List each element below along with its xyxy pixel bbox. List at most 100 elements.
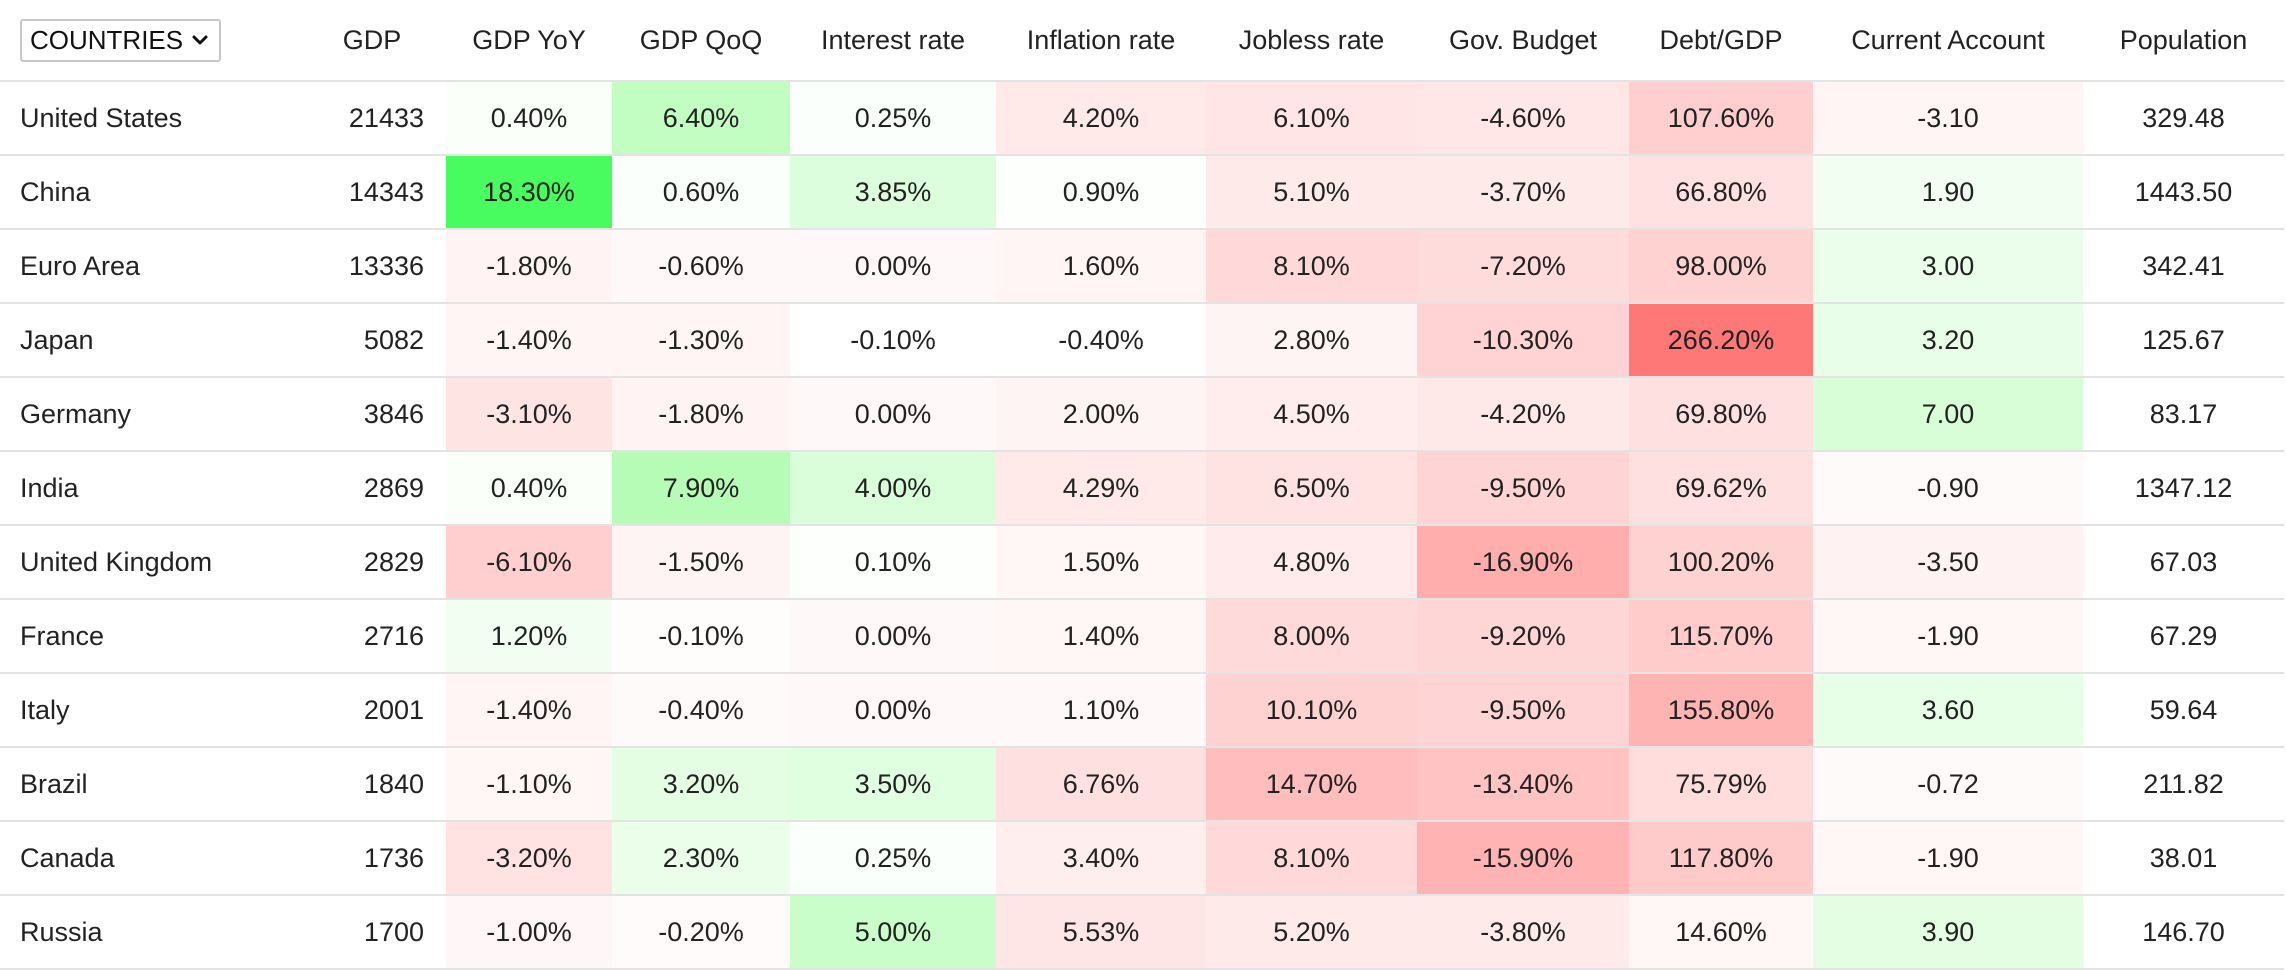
cell-population: 83.17 bbox=[2083, 377, 2284, 452]
header-jobless-rate[interactable]: Jobless rate bbox=[1206, 0, 1417, 82]
header-gdp[interactable]: GDP bbox=[298, 0, 446, 82]
cell-jobless-rate: 8.00% bbox=[1206, 599, 1417, 674]
cell-gdp: 2001 bbox=[298, 673, 446, 748]
cell-current-account: -3.50 bbox=[1813, 525, 2083, 600]
country-name-link[interactable]: United Kingdom bbox=[0, 525, 298, 600]
cell-population: 59.64 bbox=[2083, 673, 2284, 748]
cell-inflation-rate: -0.40% bbox=[996, 303, 1206, 378]
header-gdp-qoq[interactable]: GDP QoQ bbox=[612, 0, 790, 82]
cell-gdp: 1840 bbox=[298, 747, 446, 822]
countries-dropdown[interactable]: COUNTRIES bbox=[20, 18, 222, 62]
country-name-link[interactable]: Euro Area bbox=[0, 229, 298, 304]
cell-inflation-rate: 5.53% bbox=[996, 895, 1206, 970]
cell-jobless-rate: 6.10% bbox=[1206, 81, 1417, 156]
header-gdp-yoy[interactable]: GDP YoY bbox=[446, 0, 612, 82]
table-row: Japan 5082 -1.40% -1.30% -0.10% -0.40% 2.80% -1… bbox=[0, 303, 2284, 378]
country-name-link[interactable]: China bbox=[0, 155, 298, 230]
cell-population: 67.03 bbox=[2083, 525, 2284, 600]
cell-gov-budget: -13.40% bbox=[1417, 747, 1629, 822]
chevron-down-icon bbox=[192, 35, 208, 45]
table-row: France 2716 1.20% -0.10% 0.00% 1.40% 8.00% -9.2… bbox=[0, 599, 2284, 674]
cell-gdp-qoq: 7.90% bbox=[612, 451, 790, 526]
cell-inflation-rate: 1.60% bbox=[996, 229, 1206, 304]
cell-jobless-rate: 8.10% bbox=[1206, 821, 1417, 896]
cell-gov-budget: -4.60% bbox=[1417, 81, 1629, 156]
header-inflation-rate[interactable]: Inflation rate bbox=[996, 0, 1206, 82]
cell-debt-gdp: 155.80% bbox=[1629, 673, 1813, 748]
cell-gdp-yoy: -6.10% bbox=[446, 525, 612, 600]
cell-population: 125.67 bbox=[2083, 303, 2284, 378]
cell-debt-gdp: 117.80% bbox=[1629, 821, 1813, 896]
cell-jobless-rate: 5.20% bbox=[1206, 895, 1417, 970]
cell-inflation-rate: 4.29% bbox=[996, 451, 1206, 526]
header-population[interactable]: Population bbox=[2083, 0, 2284, 82]
cell-debt-gdp: 107.60% bbox=[1629, 81, 1813, 156]
cell-current-account: 7.00 bbox=[1813, 377, 2083, 452]
cell-gdp: 13336 bbox=[298, 229, 446, 304]
table-row: Russia 1700 -1.00% -0.20% 5.00% 5.53% 5.20% -3.… bbox=[0, 895, 2284, 970]
cell-jobless-rate: 2.80% bbox=[1206, 303, 1417, 378]
country-name-link[interactable]: Canada bbox=[0, 821, 298, 896]
cell-current-account: 1.90 bbox=[1813, 155, 2083, 230]
cell-gov-budget: -3.70% bbox=[1417, 155, 1629, 230]
cell-jobless-rate: 10.10% bbox=[1206, 673, 1417, 748]
header-interest-rate[interactable]: Interest rate bbox=[790, 0, 996, 82]
cell-current-account: 3.60 bbox=[1813, 673, 2083, 748]
cell-gdp: 1736 bbox=[298, 821, 446, 896]
country-name-link[interactable]: India bbox=[0, 451, 298, 526]
country-name-link[interactable]: Germany bbox=[0, 377, 298, 452]
cell-debt-gdp: 66.80% bbox=[1629, 155, 1813, 230]
cell-interest-rate: 0.25% bbox=[790, 81, 996, 156]
cell-inflation-rate: 1.10% bbox=[996, 673, 1206, 748]
country-name-link[interactable]: Russia bbox=[0, 895, 298, 970]
cell-gdp-qoq: -1.50% bbox=[612, 525, 790, 600]
country-name-link[interactable]: France bbox=[0, 599, 298, 674]
cell-gdp-qoq: 6.40% bbox=[612, 81, 790, 156]
cell-current-account: 3.00 bbox=[1813, 229, 2083, 304]
cell-debt-gdp: 69.62% bbox=[1629, 451, 1813, 526]
cell-gov-budget: -15.90% bbox=[1417, 821, 1629, 896]
cell-inflation-rate: 4.20% bbox=[996, 81, 1206, 156]
cell-population: 1347.12 bbox=[2083, 451, 2284, 526]
header-debt-gdp[interactable]: Debt/GDP bbox=[1629, 0, 1813, 82]
cell-gdp-yoy: -3.20% bbox=[446, 821, 612, 896]
cell-interest-rate: -0.10% bbox=[790, 303, 996, 378]
header-current-account[interactable]: Current Account bbox=[1813, 0, 2083, 82]
table-row: Euro Area 13336 -1.80% -0.60% 0.00% 1.60% 8.10… bbox=[0, 229, 2284, 304]
country-name-link[interactable]: Italy bbox=[0, 673, 298, 748]
cell-gdp-yoy: -3.10% bbox=[446, 377, 612, 452]
cell-gdp-qoq: -0.10% bbox=[612, 599, 790, 674]
cell-gdp: 2869 bbox=[298, 451, 446, 526]
cell-gov-budget: -16.90% bbox=[1417, 525, 1629, 600]
table-row: United States 21433 0.40% 6.40% 0.25% 4.20% 6.… bbox=[0, 81, 2284, 156]
cell-gov-budget: -3.80% bbox=[1417, 895, 1629, 970]
cell-gdp-qoq: 0.60% bbox=[612, 155, 790, 230]
cell-gdp-qoq: -1.30% bbox=[612, 303, 790, 378]
cell-current-account: 3.90 bbox=[1813, 895, 2083, 970]
cell-jobless-rate: 6.50% bbox=[1206, 451, 1417, 526]
cell-debt-gdp: 98.00% bbox=[1629, 229, 1813, 304]
cell-population: 38.01 bbox=[2083, 821, 2284, 896]
country-name-link[interactable]: Japan bbox=[0, 303, 298, 378]
cell-gdp-qoq: 2.30% bbox=[612, 821, 790, 896]
cell-gdp-qoq: -0.60% bbox=[612, 229, 790, 304]
cell-interest-rate: 0.10% bbox=[790, 525, 996, 600]
cell-gdp-yoy: 1.20% bbox=[446, 599, 612, 674]
header-gov-budget[interactable]: Gov. Budget bbox=[1417, 0, 1629, 82]
cell-interest-rate: 0.00% bbox=[790, 229, 996, 304]
cell-gdp: 5082 bbox=[298, 303, 446, 378]
table-row: United Kingdom 2829 -6.10% -1.50% 0.10% 1.50%… bbox=[0, 525, 2284, 600]
cell-inflation-rate: 2.00% bbox=[996, 377, 1206, 452]
cell-current-account: -0.90 bbox=[1813, 451, 2083, 526]
cell-current-account: -1.90 bbox=[1813, 821, 2083, 896]
cell-current-account: -0.72 bbox=[1813, 747, 2083, 822]
cell-population: 329.48 bbox=[2083, 81, 2284, 156]
cell-current-account: -3.10 bbox=[1813, 81, 2083, 156]
country-name-link[interactable]: Brazil bbox=[0, 747, 298, 822]
country-name-link[interactable]: United States bbox=[0, 81, 298, 156]
cell-jobless-rate: 4.80% bbox=[1206, 525, 1417, 600]
cell-gdp-yoy: 0.40% bbox=[446, 81, 612, 156]
cell-inflation-rate: 1.40% bbox=[996, 599, 1206, 674]
cell-debt-gdp: 14.60% bbox=[1629, 895, 1813, 970]
cell-gdp-yoy: -1.80% bbox=[446, 229, 612, 304]
